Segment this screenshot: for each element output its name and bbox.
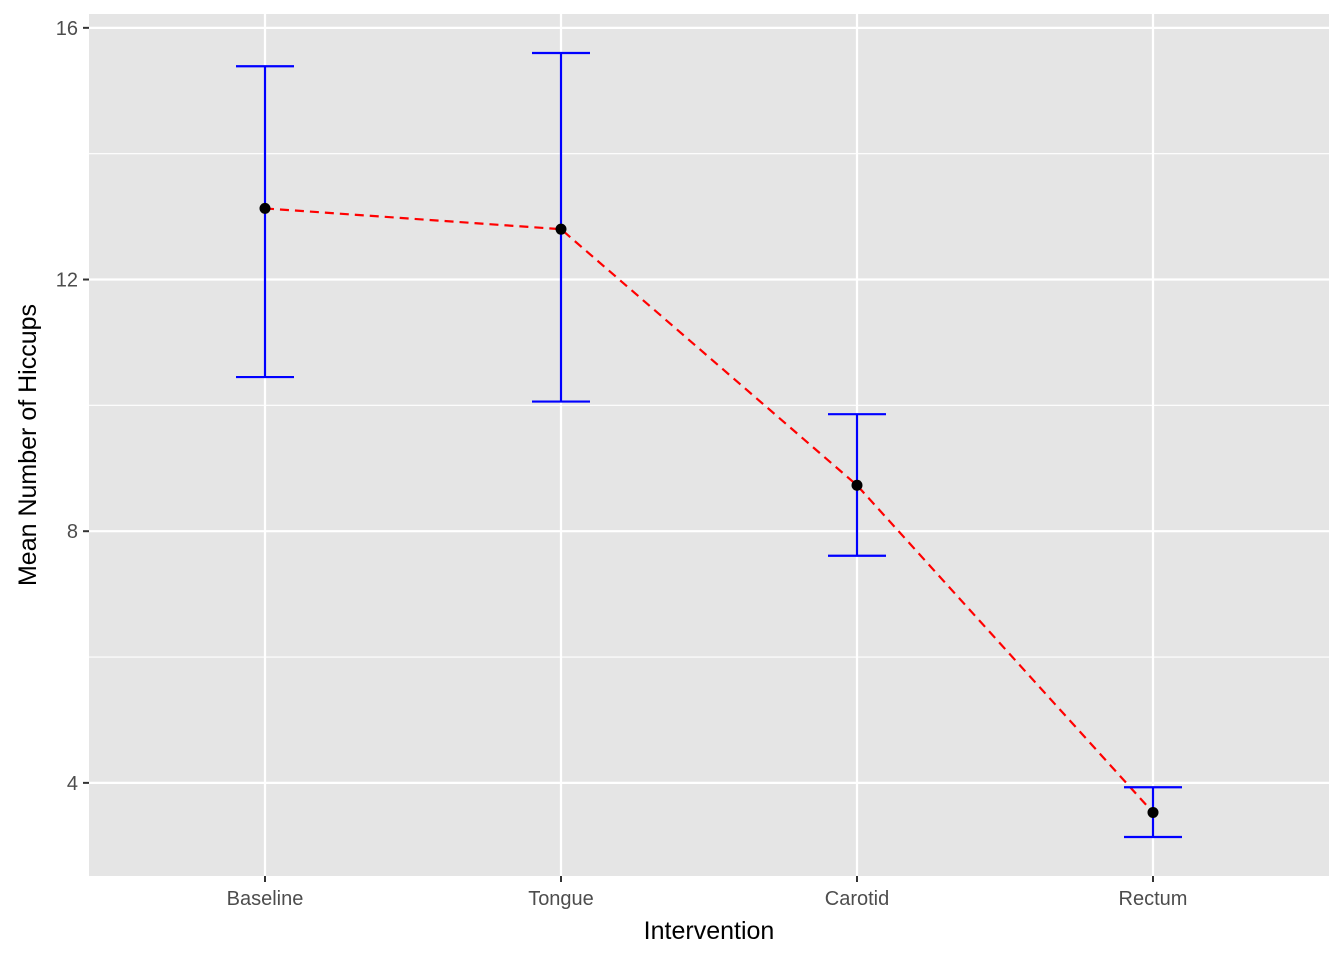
- major-gridlines: [89, 14, 1329, 876]
- mean-point: [259, 202, 271, 214]
- y-tick-label: 4: [67, 773, 78, 795]
- mean-line: [264, 207, 1154, 814]
- y-axis-title: Mean Number of Hiccups: [14, 304, 42, 586]
- y-axis: 4 8 12 16: [56, 18, 89, 795]
- x-axis: Baseline Tongue Carotid Rectum: [227, 876, 1188, 910]
- y-tick-label: 8: [67, 521, 78, 543]
- x-tick-label: Carotid: [825, 888, 889, 910]
- minor-gridlines: [89, 153, 1329, 658]
- x-tick-label: Rectum: [1119, 888, 1188, 910]
- plot-panel: [89, 14, 1329, 876]
- x-tick-label: Baseline: [227, 888, 304, 910]
- x-tick-label: Tongue: [528, 888, 594, 910]
- mean-point: [851, 479, 863, 491]
- mean-point: [555, 223, 567, 235]
- y-tick-label: 12: [56, 270, 78, 292]
- mean-line-path: [264, 207, 1154, 814]
- y-tick-label: 16: [56, 18, 78, 40]
- mean-point: [1147, 806, 1159, 818]
- x-axis-title: Intervention: [644, 917, 775, 945]
- mean-points: [259, 202, 1159, 818]
